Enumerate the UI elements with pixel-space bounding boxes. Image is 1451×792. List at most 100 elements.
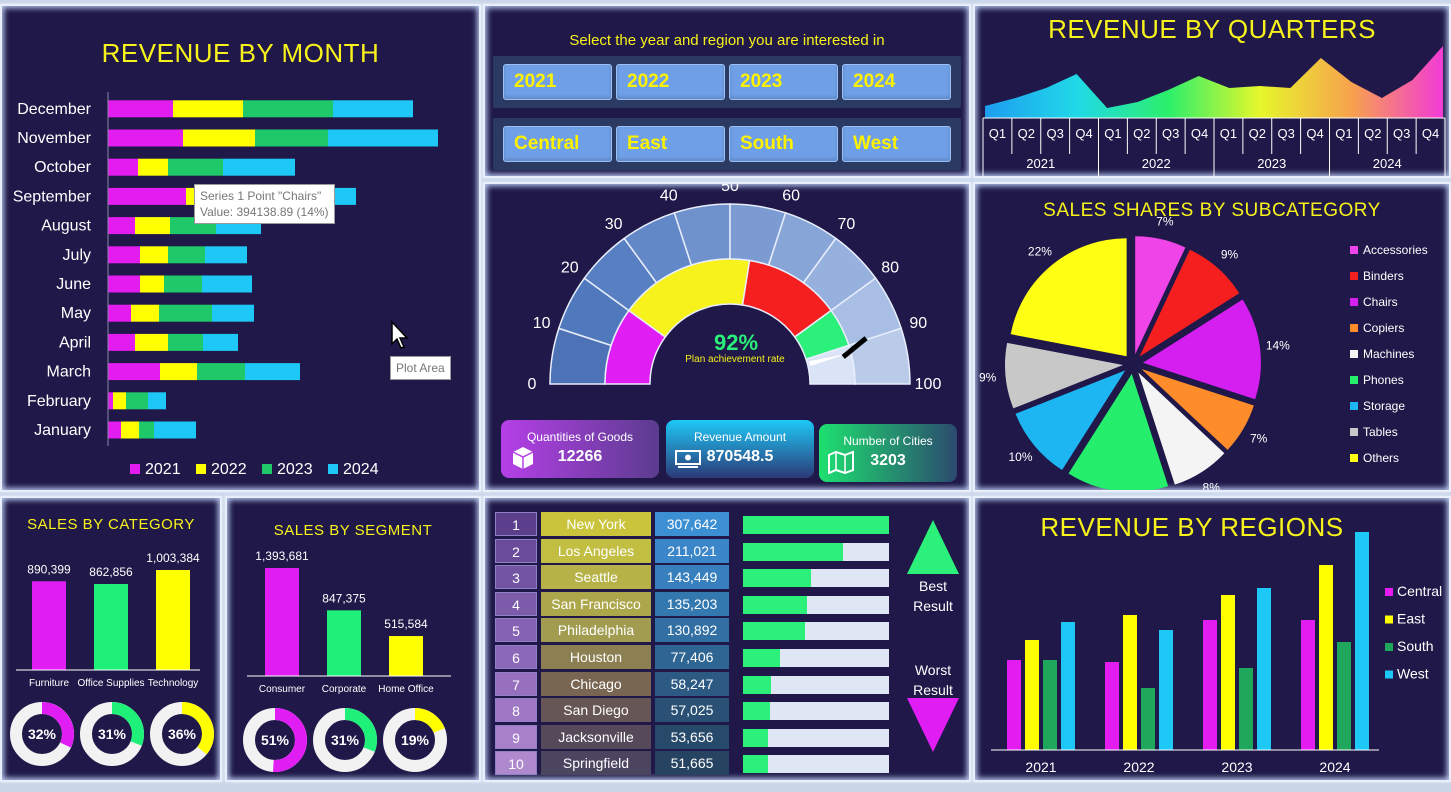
- tooltip-value: Value: 394138.89 (14%): [200, 205, 329, 219]
- kpi-cities: Number of Cities 3203: [819, 424, 957, 482]
- month-bar-2021: [108, 158, 138, 176]
- donut-label: 31%: [331, 732, 360, 748]
- region-button-west[interactable]: West: [842, 126, 951, 162]
- gauge-tick-label: 0: [528, 376, 537, 393]
- month-bar-2022: [140, 275, 164, 293]
- donut-label: 51%: [261, 732, 290, 748]
- quarter-label: Q4: [1075, 126, 1092, 141]
- region-bar-east: [1221, 595, 1235, 750]
- pie-legend-label: Tables: [1363, 425, 1398, 439]
- city-progress-track: [743, 755, 889, 774]
- year-button-2024[interactable]: 2024: [842, 64, 951, 100]
- tooltip-series: Series 1 Point "Chairs": [200, 189, 322, 203]
- city-rank: 10: [495, 751, 537, 776]
- city-progress-fill: [743, 516, 889, 534]
- bar-category-label: Home Office: [378, 684, 434, 695]
- donut-label: 31%: [98, 726, 127, 742]
- legend-label-2021: 2021: [145, 461, 181, 478]
- gauge-inner-band: [741, 259, 833, 339]
- city-progress-fill: [743, 569, 812, 588]
- subcategory-pie-chart[interactable]: 7% Accessories 9% Binders 14% Chairs 7% Copiers…: [975, 184, 1449, 490]
- region-button-east[interactable]: East: [616, 126, 725, 162]
- legend-swatch-2024: [328, 464, 338, 474]
- city-value: 130,892: [655, 618, 729, 643]
- year-button-2022[interactable]: 2022: [616, 64, 725, 100]
- city-progress-fill: [743, 649, 780, 667]
- month-bar-2022: [160, 363, 197, 381]
- pie-slice-copiers: [1141, 369, 1254, 450]
- plan-achievement-gauge[interactable]: 0 10 20 30 40 50 60 70 80 90 100: [485, 184, 969, 424]
- quarter-label: Q1: [1220, 126, 1237, 141]
- pie-legend-swatch: [1350, 324, 1358, 332]
- region-legend-label: South: [1397, 638, 1434, 654]
- gauge-inner-band: [627, 258, 751, 339]
- quarter-label: Q1: [1335, 126, 1352, 141]
- gauge-tick-label: 50: [721, 184, 739, 195]
- region-bar-west: [1061, 622, 1075, 750]
- bar-furniture: [32, 581, 66, 670]
- city-progress-track: [743, 569, 889, 588]
- month-bar-2023: [168, 158, 223, 176]
- city-name: Los Angeles: [541, 538, 651, 563]
- pie-slice-storage: [1015, 370, 1126, 471]
- city-progress-track: [743, 675, 889, 694]
- chart-tooltip: Series 1 Point "Chairs" Value: 394138.89…: [194, 184, 335, 224]
- year-button-2023[interactable]: 2023: [729, 64, 838, 100]
- gauge-value: 92%: [713, 330, 759, 355]
- revenue-by-month-panel: REVENUE BY MONTH January February March Apr…: [0, 4, 481, 492]
- month-label: November: [17, 130, 91, 147]
- quarter-label: Q2: [1364, 126, 1381, 141]
- revenue-by-quarters-chart[interactable]: Q1 Q2 Q3 Q4 Q1 Q2 Q3 Q4 Q1 Q2 Q3 Q4 Q1 Q2 Q3 Q4 2021 2022…: [975, 6, 1449, 176]
- filter-panel: Select the year and region you are inter…: [483, 4, 971, 178]
- revenue-by-month-chart[interactable]: January February March April May June July Augu…: [2, 6, 479, 490]
- donut-fill: [111, 702, 144, 746]
- pie-slice-label: 8%: [1203, 480, 1221, 490]
- legend-swatch-2021: [130, 464, 140, 474]
- segment-bar-chart[interactable]: 1,393,681 Consumer 847,375 Corporate 515,584…: [227, 498, 479, 780]
- month-bar-2021: [108, 100, 173, 118]
- quarter-year-label: 2023: [1257, 156, 1286, 171]
- region-bar-south: [1141, 688, 1155, 750]
- subcategory-panel: SALES SHARES BY SUBCATEGORY 7% Accessorie…: [973, 182, 1451, 492]
- city-rank: 2: [495, 538, 537, 563]
- revenue-by-quarters-title: REVENUE BY QUARTERS: [1048, 14, 1376, 44]
- pie-slice-label: 10%: [1008, 450, 1032, 464]
- bar-corporate: [327, 610, 361, 676]
- pie-slice-others: [1010, 238, 1127, 357]
- month-bar-2024: [202, 275, 252, 293]
- month-bar-2023: [159, 304, 212, 322]
- pie-legend-label: Others: [1363, 451, 1399, 465]
- region-button-central[interactable]: Central: [503, 126, 612, 162]
- gauge-tick-label: 40: [660, 188, 678, 205]
- month-bar-2021: [108, 246, 140, 264]
- category-bar-chart[interactable]: 890,399 Furniture 862,856 Office Supplies 1,…: [2, 498, 220, 780]
- year-button-2021[interactable]: 2021: [503, 64, 612, 100]
- gauge-tick-label: 80: [881, 260, 899, 277]
- city-progress-fill: [743, 675, 771, 694]
- region-button-south[interactable]: South: [729, 126, 838, 162]
- month-bar-2021: [108, 129, 183, 147]
- bar-category-label: Furniture: [29, 678, 69, 689]
- gauge-tick-label: 20: [561, 260, 579, 277]
- kpi-revenue-value: 870548.5: [706, 448, 774, 465]
- bar-category-label: Office Supplies: [77, 678, 144, 689]
- city-row: 4 San Francisco 135,203: [495, 591, 895, 616]
- kpi-quantities-value: 12266: [557, 448, 603, 465]
- region-bar-east: [1319, 565, 1333, 750]
- month-bar-2024: [223, 158, 295, 176]
- city-name: San Diego: [541, 698, 651, 723]
- city-name: Houston: [541, 645, 651, 669]
- donut-label: 19%: [401, 732, 430, 748]
- quarter-label: Q3: [1162, 126, 1179, 141]
- city-name: Springfield: [541, 751, 651, 776]
- month-bar-2021: [108, 187, 186, 205]
- subcategory-title: SALES SHARES BY SUBCATEGORY: [1043, 200, 1381, 221]
- category-panel: SALES BY CATEGORY 890,399 Furniture 862,85…: [0, 496, 222, 782]
- pie-slice-label: 22%: [1028, 245, 1052, 259]
- gauge-caption: Plan achievement rate: [685, 354, 785, 365]
- revenue-by-regions-chart[interactable]: 2021 2022 2023 2024 Central East South West: [975, 498, 1449, 780]
- city-progress-track: [743, 516, 889, 534]
- city-progress-fill: [743, 542, 844, 561]
- gauge-inner-band: [604, 309, 667, 385]
- gauge-tick-label: 70: [837, 216, 855, 233]
